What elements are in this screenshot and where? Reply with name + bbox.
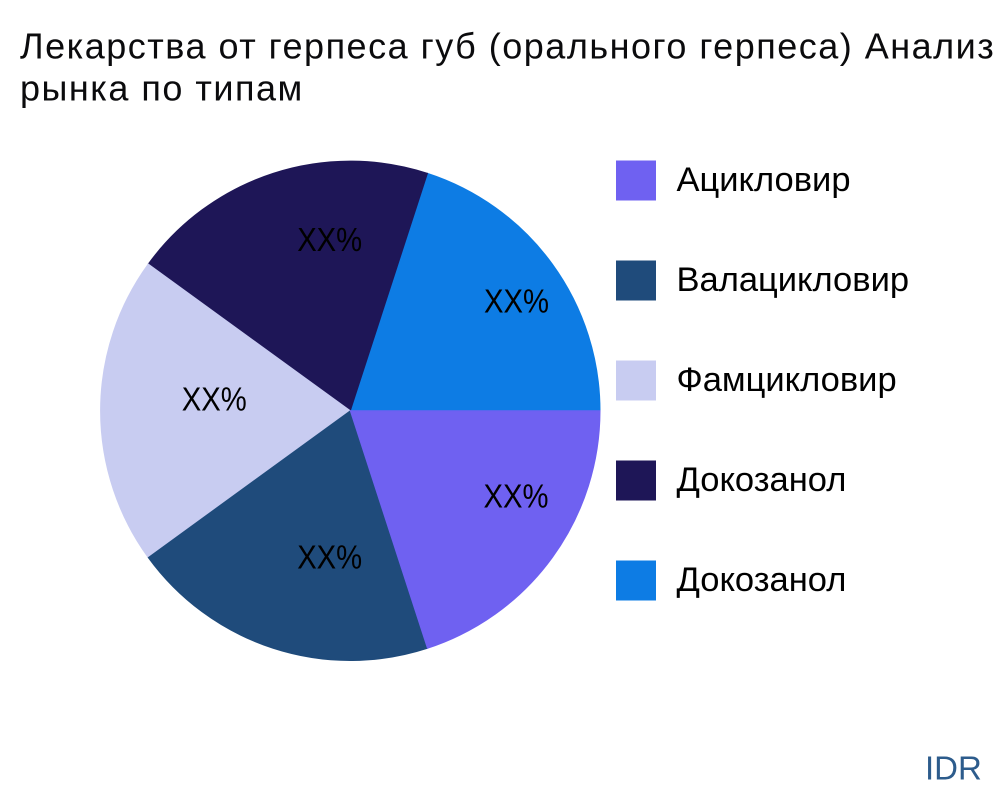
svg-text:XX%: XX% — [297, 539, 362, 576]
svg-text:рынка по типам: рынка по типам — [20, 67, 304, 108]
svg-text:Докозанол: Докозанол — [677, 561, 847, 599]
svg-text:Докозанол: Докозанол — [677, 461, 847, 499]
svg-text:Валацикловир: Валацикловир — [677, 261, 910, 299]
svg-text:XX%: XX% — [297, 221, 362, 258]
svg-text:Фамцикловир: Фамцикловир — [677, 361, 897, 399]
svg-text:Ацикловир: Ацикловир — [677, 161, 851, 199]
svg-text:XX%: XX% — [182, 380, 247, 417]
svg-text:XX%: XX% — [484, 283, 549, 320]
svg-text:IDR: IDR — [925, 750, 982, 787]
svg-text:Лекарства от герпеса губ (орал: Лекарства от герпеса губ (орального герп… — [20, 26, 995, 67]
svg-text:XX%: XX% — [484, 478, 549, 515]
